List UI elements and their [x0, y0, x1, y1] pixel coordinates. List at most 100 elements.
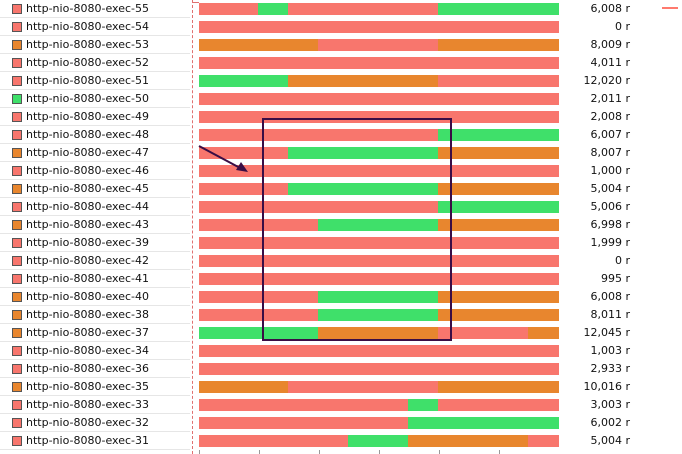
thread-timeline-bar[interactable]: [199, 435, 559, 447]
thread-row[interactable]: http-nio-8080-exec-42 0 r: [0, 252, 682, 270]
timeline-segment-orange: [438, 39, 559, 51]
thread-timeline-bar[interactable]: [199, 75, 559, 87]
row-divider: [0, 341, 190, 342]
thread-run-count: 8,007 r: [590, 146, 630, 159]
thread-name: http-nio-8080-exec-50: [26, 92, 149, 105]
thread-timeline-bar[interactable]: [199, 255, 559, 267]
thread-name: http-nio-8080-exec-47: [26, 146, 149, 159]
thread-row[interactable]: http-nio-8080-exec-34 1,003 r: [0, 342, 682, 360]
thread-timeline-bar[interactable]: [199, 219, 559, 231]
timeline-segment-salmon: [199, 93, 559, 105]
thread-state-icon: [12, 310, 22, 320]
legend-running-swatch: [662, 7, 678, 9]
thread-state-icon: [12, 256, 22, 266]
thread-run-count: 1,000 r: [590, 164, 630, 177]
thread-run-count: 3,003 r: [590, 398, 630, 411]
thread-timeline-bar[interactable]: [199, 237, 559, 249]
thread-run-count: 8,009 r: [590, 38, 630, 51]
timeline-segment-orange: [438, 183, 559, 195]
thread-name: http-nio-8080-exec-40: [26, 290, 149, 303]
thread-state-icon: [12, 94, 22, 104]
thread-row[interactable]: http-nio-8080-exec-55 6,008 r: [0, 0, 682, 18]
timeline-segment-green: [438, 3, 559, 15]
thread-row[interactable]: http-nio-8080-exec-38 8,011 r: [0, 306, 682, 324]
row-divider: [0, 125, 190, 126]
thread-row[interactable]: http-nio-8080-exec-37 12,045 r: [0, 324, 682, 342]
thread-state-icon: [12, 148, 22, 158]
thread-row[interactable]: http-nio-8080-exec-39 1,999 r: [0, 234, 682, 252]
thread-run-count: 5,004 r: [590, 434, 630, 447]
thread-state-icon: [12, 4, 22, 14]
thread-row[interactable]: http-nio-8080-exec-52 4,011 r: [0, 54, 682, 72]
thread-row[interactable]: http-nio-8080-exec-47 8,007 r: [0, 144, 682, 162]
thread-row[interactable]: http-nio-8080-exec-32 6,002 r: [0, 414, 682, 432]
row-divider: [0, 53, 190, 54]
thread-timeline-bar[interactable]: [199, 183, 559, 195]
thread-row[interactable]: http-nio-8080-exec-43 6,998 r: [0, 216, 682, 234]
row-divider: [0, 17, 190, 18]
timeline-segment-salmon: [199, 201, 438, 213]
timeline-segment-salmon: [199, 219, 318, 231]
thread-timeline-bar[interactable]: [199, 309, 559, 321]
thread-timeline-bar[interactable]: [199, 111, 559, 123]
thread-row[interactable]: http-nio-8080-exec-46 1,000 r: [0, 162, 682, 180]
thread-row[interactable]: http-nio-8080-exec-41 995 r: [0, 270, 682, 288]
thread-state-icon: [12, 22, 22, 32]
thread-state-icon: [12, 184, 22, 194]
thread-row[interactable]: http-nio-8080-exec-36 2,933 r: [0, 360, 682, 378]
thread-row[interactable]: http-nio-8080-exec-51 12,020 r: [0, 72, 682, 90]
timeline-segment-green: [438, 129, 559, 141]
thread-timeline-bar[interactable]: [199, 147, 559, 159]
thread-timeline-bar[interactable]: [199, 273, 559, 285]
timeline-marker-line: [192, 0, 193, 454]
thread-name: http-nio-8080-exec-55: [26, 2, 149, 15]
thread-row[interactable]: http-nio-8080-exec-45 5,004 r: [0, 180, 682, 198]
thread-timeline-bar[interactable]: [199, 129, 559, 141]
thread-name: http-nio-8080-exec-45: [26, 182, 149, 195]
thread-timeline-bar[interactable]: [199, 381, 559, 393]
thread-timeline-bar[interactable]: [199, 3, 559, 15]
row-divider: [0, 215, 190, 216]
thread-row[interactable]: http-nio-8080-exec-49 2,008 r: [0, 108, 682, 126]
thread-timeline-bar[interactable]: [199, 21, 559, 33]
thread-row[interactable]: http-nio-8080-exec-44 5,006 r: [0, 198, 682, 216]
thread-state-icon: [12, 58, 22, 68]
thread-row[interactable]: http-nio-8080-exec-31 5,004 r: [0, 432, 682, 450]
thread-state-icon: [12, 238, 22, 248]
timeline-segment-salmon: [199, 291, 318, 303]
thread-row[interactable]: http-nio-8080-exec-53 8,009 r: [0, 36, 682, 54]
thread-run-count: 2,008 r: [590, 110, 630, 123]
thread-timeline-bar[interactable]: [199, 39, 559, 51]
timeline-segment-salmon: [199, 111, 559, 123]
thread-timeline-bar[interactable]: [199, 291, 559, 303]
thread-timeline-bar[interactable]: [199, 327, 559, 339]
timeline-segment-salmon: [199, 183, 288, 195]
thread-timeline-bar[interactable]: [199, 399, 559, 411]
thread-run-count: 4,011 r: [590, 56, 630, 69]
thread-row[interactable]: http-nio-8080-exec-35 10,016 r: [0, 378, 682, 396]
thread-timeline-bar[interactable]: [199, 345, 559, 357]
thread-run-count: 0 r: [614, 254, 630, 267]
thread-row[interactable]: http-nio-8080-exec-48 6,007 r: [0, 126, 682, 144]
thread-row[interactable]: http-nio-8080-exec-54 0 r: [0, 18, 682, 36]
thread-run-count: 1,999 r: [590, 236, 630, 249]
thread-name: http-nio-8080-exec-43: [26, 218, 149, 231]
thread-timeline-bar[interactable]: [199, 93, 559, 105]
thread-run-count: 995 r: [600, 272, 630, 285]
thread-row[interactable]: http-nio-8080-exec-33 3,003 r: [0, 396, 682, 414]
timeline-segment-orange: [318, 327, 438, 339]
thread-timeline-bar[interactable]: [199, 57, 559, 69]
thread-row[interactable]: http-nio-8080-exec-40 6,008 r: [0, 288, 682, 306]
thread-row[interactable]: http-nio-8080-exec-50 2,011 r: [0, 90, 682, 108]
thread-timeline-bar[interactable]: [199, 201, 559, 213]
timeline-segment-salmon: [199, 273, 559, 285]
thread-timeline-bar[interactable]: [199, 417, 559, 429]
thread-timeline-bar[interactable]: [199, 165, 559, 177]
thread-run-count: 8,011 r: [590, 308, 630, 321]
thread-state-icon: [12, 220, 22, 230]
thread-state-icon: [12, 292, 22, 302]
thread-timeline-bar[interactable]: [199, 363, 559, 375]
thread-run-count: 6,998 r: [590, 218, 630, 231]
thread-state-icon: [12, 436, 22, 446]
timeline-segment-orange: [438, 291, 559, 303]
